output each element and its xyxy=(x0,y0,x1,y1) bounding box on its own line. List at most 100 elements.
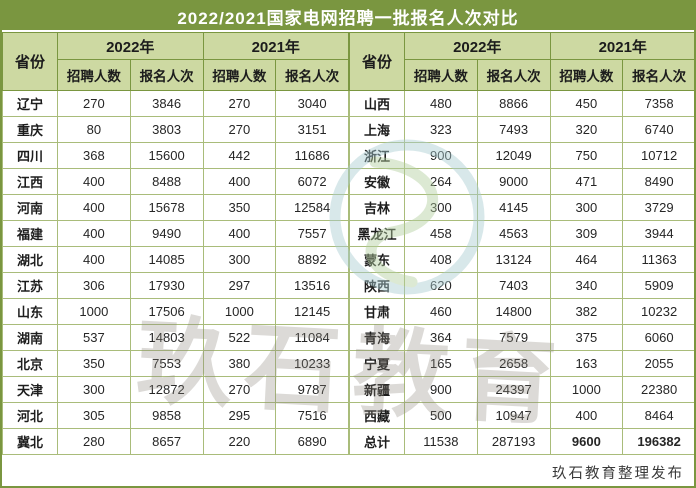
table-row: 青海 364 7579 375 6060 xyxy=(349,324,694,351)
apply-2021-cell: 3944 xyxy=(622,220,694,247)
table-row: 上海 323 7493 320 6740 xyxy=(349,116,694,143)
apply-2022-cell: 4145 xyxy=(476,194,551,221)
footer-credit: 玖石教育整理发布 xyxy=(2,458,694,486)
table-row: 蒙东 408 13124 464 11363 xyxy=(349,246,694,273)
col-subheader-recruit-2021: 招聘人数 xyxy=(202,59,277,91)
recruit-2021-cell: 450 xyxy=(549,90,624,117)
table-right: 省份 2022年 2021年 招聘人数 报名人次 招聘人数 报名人次 山西 48… xyxy=(349,32,694,455)
recruit-2022-cell: 368 xyxy=(57,142,131,169)
footer-credit-text: 玖石教育整理发布 xyxy=(552,465,684,482)
recruit-2021-cell: 382 xyxy=(549,298,624,325)
apply-2022-cell: 8866 xyxy=(476,90,551,117)
recruit-2022-cell: 400 xyxy=(57,194,131,221)
apply-2021-cell: 12584 xyxy=(275,194,349,221)
recruit-2021-cell: 297 xyxy=(202,272,277,299)
apply-2022-cell: 14800 xyxy=(476,298,551,325)
province-cell: 黑龙江 xyxy=(349,220,405,247)
apply-2021-cell: 2055 xyxy=(622,350,694,377)
recruit-2022-cell: 323 xyxy=(404,116,478,143)
apply-2022-cell: 4563 xyxy=(476,220,551,247)
table-row: 河北 305 9858 295 7516 xyxy=(2,402,349,429)
col-subheader-recruit-2021: 招聘人数 xyxy=(549,59,624,91)
apply-2021-cell: 10712 xyxy=(622,142,694,169)
recruit-2021-cell: 471 xyxy=(549,168,624,195)
province-cell: 安徽 xyxy=(349,168,405,195)
col-header-2021: 2021年 xyxy=(202,32,349,60)
recruit-2022-cell: 270 xyxy=(57,90,131,117)
recruit-2021-cell: 750 xyxy=(549,142,624,169)
province-cell: 福建 xyxy=(2,220,58,247)
apply-2021-cell: 10232 xyxy=(622,298,694,325)
table-row: 黑龙江 458 4563 309 3944 xyxy=(349,220,694,247)
apply-2022-cell: 12872 xyxy=(129,376,204,403)
table-right-header: 省份 2022年 2021年 招聘人数 报名人次 招聘人数 报名人次 xyxy=(349,32,694,91)
apply-2022-cell: 7493 xyxy=(476,116,551,143)
table-row: 冀北 280 8657 220 6890 xyxy=(2,428,349,455)
province-cell: 上海 xyxy=(349,116,405,143)
apply-2022-cell: 3846 xyxy=(129,90,204,117)
apply-2021-cell: 11363 xyxy=(622,246,694,273)
recruit-2022-cell: 480 xyxy=(404,90,478,117)
recruit-2022-cell: 537 xyxy=(57,324,131,351)
col-header-province: 省份 xyxy=(2,32,58,91)
recruit-2022-cell: 264 xyxy=(404,168,478,195)
province-cell: 青海 xyxy=(349,324,405,351)
province-cell: 山东 xyxy=(2,298,58,325)
recruit-2022-cell: 900 xyxy=(404,376,478,403)
recruit-2021-cell: 300 xyxy=(549,194,624,221)
province-cell: 江西 xyxy=(2,168,58,195)
col-subheader-apply-2021: 报名人次 xyxy=(275,59,349,91)
province-cell: 蒙东 xyxy=(349,246,405,273)
apply-2021-cell: 8490 xyxy=(622,168,694,195)
recruit-2022-cell: 11538 xyxy=(404,428,478,455)
recruit-2022-cell: 400 xyxy=(57,246,131,273)
apply-2021-cell: 11686 xyxy=(275,142,349,169)
col-subheader-apply-2022: 报名人次 xyxy=(476,59,551,91)
recruit-2022-cell: 620 xyxy=(404,272,478,299)
table-row: 新疆 900 24397 1000 22380 xyxy=(349,376,694,403)
apply-2022-cell: 9000 xyxy=(476,168,551,195)
province-cell: 重庆 xyxy=(2,116,58,143)
recruit-2022-cell: 305 xyxy=(57,402,131,429)
table-row: 吉林 300 4145 300 3729 xyxy=(349,194,694,221)
recruit-2021-cell: 1000 xyxy=(202,298,277,325)
table-row: 北京 350 7553 380 10233 xyxy=(2,350,349,377)
apply-2022-cell: 7579 xyxy=(476,324,551,351)
table-left: 省份 2022年 2021年 招聘人数 报名人次 招聘人数 报名人次 辽宁 27… xyxy=(2,32,349,455)
province-cell: 宁夏 xyxy=(349,350,405,377)
apply-2021-cell: 3040 xyxy=(275,90,349,117)
recruit-2021-cell: 320 xyxy=(549,116,624,143)
table-row: 湖北 400 14085 300 8892 xyxy=(2,246,349,273)
province-cell: 陕西 xyxy=(349,272,405,299)
apply-2022-cell: 13124 xyxy=(476,246,551,273)
province-cell: 天津 xyxy=(2,376,58,403)
recruit-2021-cell: 270 xyxy=(202,90,277,117)
apply-2021-cell: 13516 xyxy=(275,272,349,299)
table-row: 辽宁 270 3846 270 3040 xyxy=(2,90,349,117)
recruit-2022-cell: 400 xyxy=(57,220,131,247)
recruit-2021-cell: 270 xyxy=(202,116,277,143)
col-header-province: 省份 xyxy=(349,32,405,91)
recruit-2022-cell: 280 xyxy=(57,428,131,455)
col-subheader-apply-2021: 报名人次 xyxy=(622,59,694,91)
table-row: 浙江 900 12049 750 10712 xyxy=(349,142,694,169)
table-row: 天津 300 12872 270 9787 xyxy=(2,376,349,403)
recruit-2021-cell: 350 xyxy=(202,194,277,221)
table-row: 江西 400 8488 400 6072 xyxy=(2,168,349,195)
recruit-2022-cell: 458 xyxy=(404,220,478,247)
table-row: 四川 368 15600 442 11686 xyxy=(2,142,349,169)
table-row: 重庆 80 3803 270 3151 xyxy=(2,116,349,143)
province-cell: 总计 xyxy=(349,428,405,455)
tables-container: 省份 2022年 2021年 招聘人数 报名人次 招聘人数 报名人次 辽宁 27… xyxy=(2,32,694,455)
recruit-2021-cell: 380 xyxy=(202,350,277,377)
recruit-2021-cell: 400 xyxy=(202,220,277,247)
apply-2021-cell: 6740 xyxy=(622,116,694,143)
province-cell: 湖南 xyxy=(2,324,58,351)
apply-2022-cell: 2658 xyxy=(476,350,551,377)
recruit-2021-cell: 309 xyxy=(549,220,624,247)
apply-2021-cell: 8892 xyxy=(275,246,349,273)
province-cell: 四川 xyxy=(2,142,58,169)
province-cell: 湖北 xyxy=(2,246,58,273)
apply-2022-cell: 7553 xyxy=(129,350,204,377)
apply-2021-cell: 6890 xyxy=(275,428,349,455)
